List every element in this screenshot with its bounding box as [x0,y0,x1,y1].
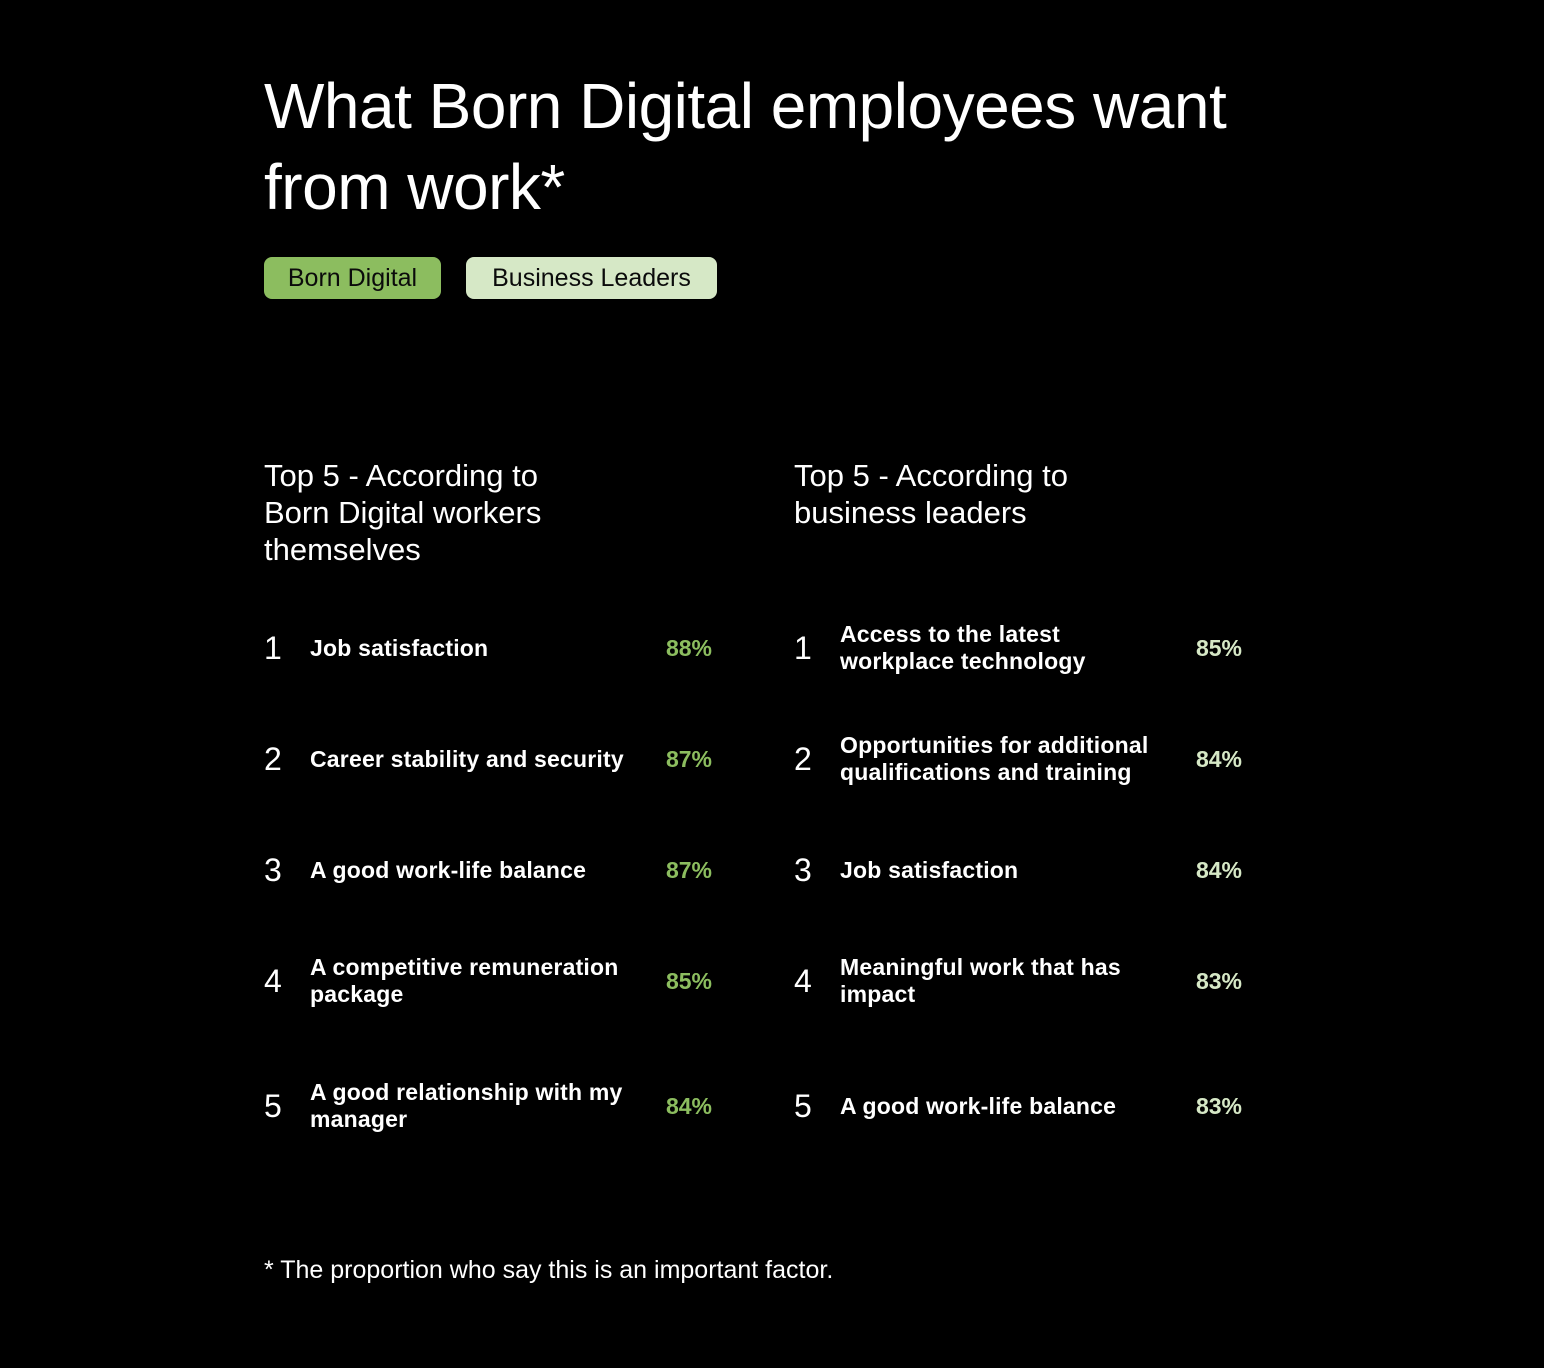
rank-number: 4 [794,963,812,999]
factor-label: Career stability and security [310,745,624,772]
born-digital-row-4: 4 A competitive remuneration package 85% [264,951,714,1011]
born-digital-row-5: 5 A good relationship with my manager 84% [264,1076,714,1136]
rank-number: 2 [264,741,282,777]
business-leaders-row-1: 1 Access to the latest workplace technolo… [794,618,1244,678]
rank-number: 1 [264,630,282,666]
percentage-value: 87% [665,857,712,883]
business-leaders-row-2: 2 Opportunities for additional qualificat… [794,729,1244,789]
business-leaders-row-3: 3 Job satisfaction 84% [794,840,1244,900]
rank-number: 2 [794,741,812,777]
rank-number: 3 [264,852,282,888]
born-digital-row-1: 1 Job satisfaction 88% [264,618,714,678]
percentage-value: 88% [665,635,712,661]
born-digital-row-3: 3 A good work-life balance 87% [264,840,714,900]
legend-tag-born-digital[interactable]: Born Digital [264,257,441,299]
factor-label: Job satisfaction [310,634,489,661]
footnote: * The proportion who say this is an impo… [264,1256,834,1284]
factor-label: Opportunities for additional qualificati… [840,732,1149,785]
percentage-value: 85% [665,968,712,994]
born-digital-row-2: 2 Career stability and security 87% [264,729,714,789]
legend-tag-business-leaders[interactable]: Business Leaders [466,257,717,299]
percentage-value: 83% [1195,1093,1242,1119]
rank-number: 3 [794,852,812,888]
rank-number: 4 [264,963,282,999]
business-leaders-row-5: 5 A good work-life balance 83% [794,1076,1244,1136]
percentage-value: 85% [1195,635,1242,661]
born-digital-heading: Top 5 - According to Born Digital worker… [264,458,542,567]
page-title: What Born Digital employees want from wo… [264,70,1227,223]
factor-label: A good work-life balance [840,1092,1117,1119]
factor-label: A good relationship with my manager [310,1079,623,1132]
percentage-value: 83% [1195,968,1242,994]
percentage-value: 87% [665,746,712,772]
business-leaders-row-4: 4 Meaningful work that has impact 83% [794,951,1244,1011]
percentage-value: 84% [1195,857,1242,883]
rank-number: 1 [794,630,812,666]
rank-number: 5 [264,1088,282,1124]
factor-label: A good work-life balance [310,856,587,883]
factor-label: Access to the latest workplace technolog… [840,621,1086,674]
percentage-value: 84% [1195,746,1242,772]
factor-label: A competitive remuneration package [310,954,619,1007]
rank-number: 5 [794,1088,812,1124]
percentage-value: 84% [665,1093,712,1119]
factor-label: Job satisfaction [840,856,1019,883]
business-leaders-heading: Top 5 - According to business leaders [794,458,1068,530]
factor-label: Meaningful work that has impact [840,954,1121,1007]
